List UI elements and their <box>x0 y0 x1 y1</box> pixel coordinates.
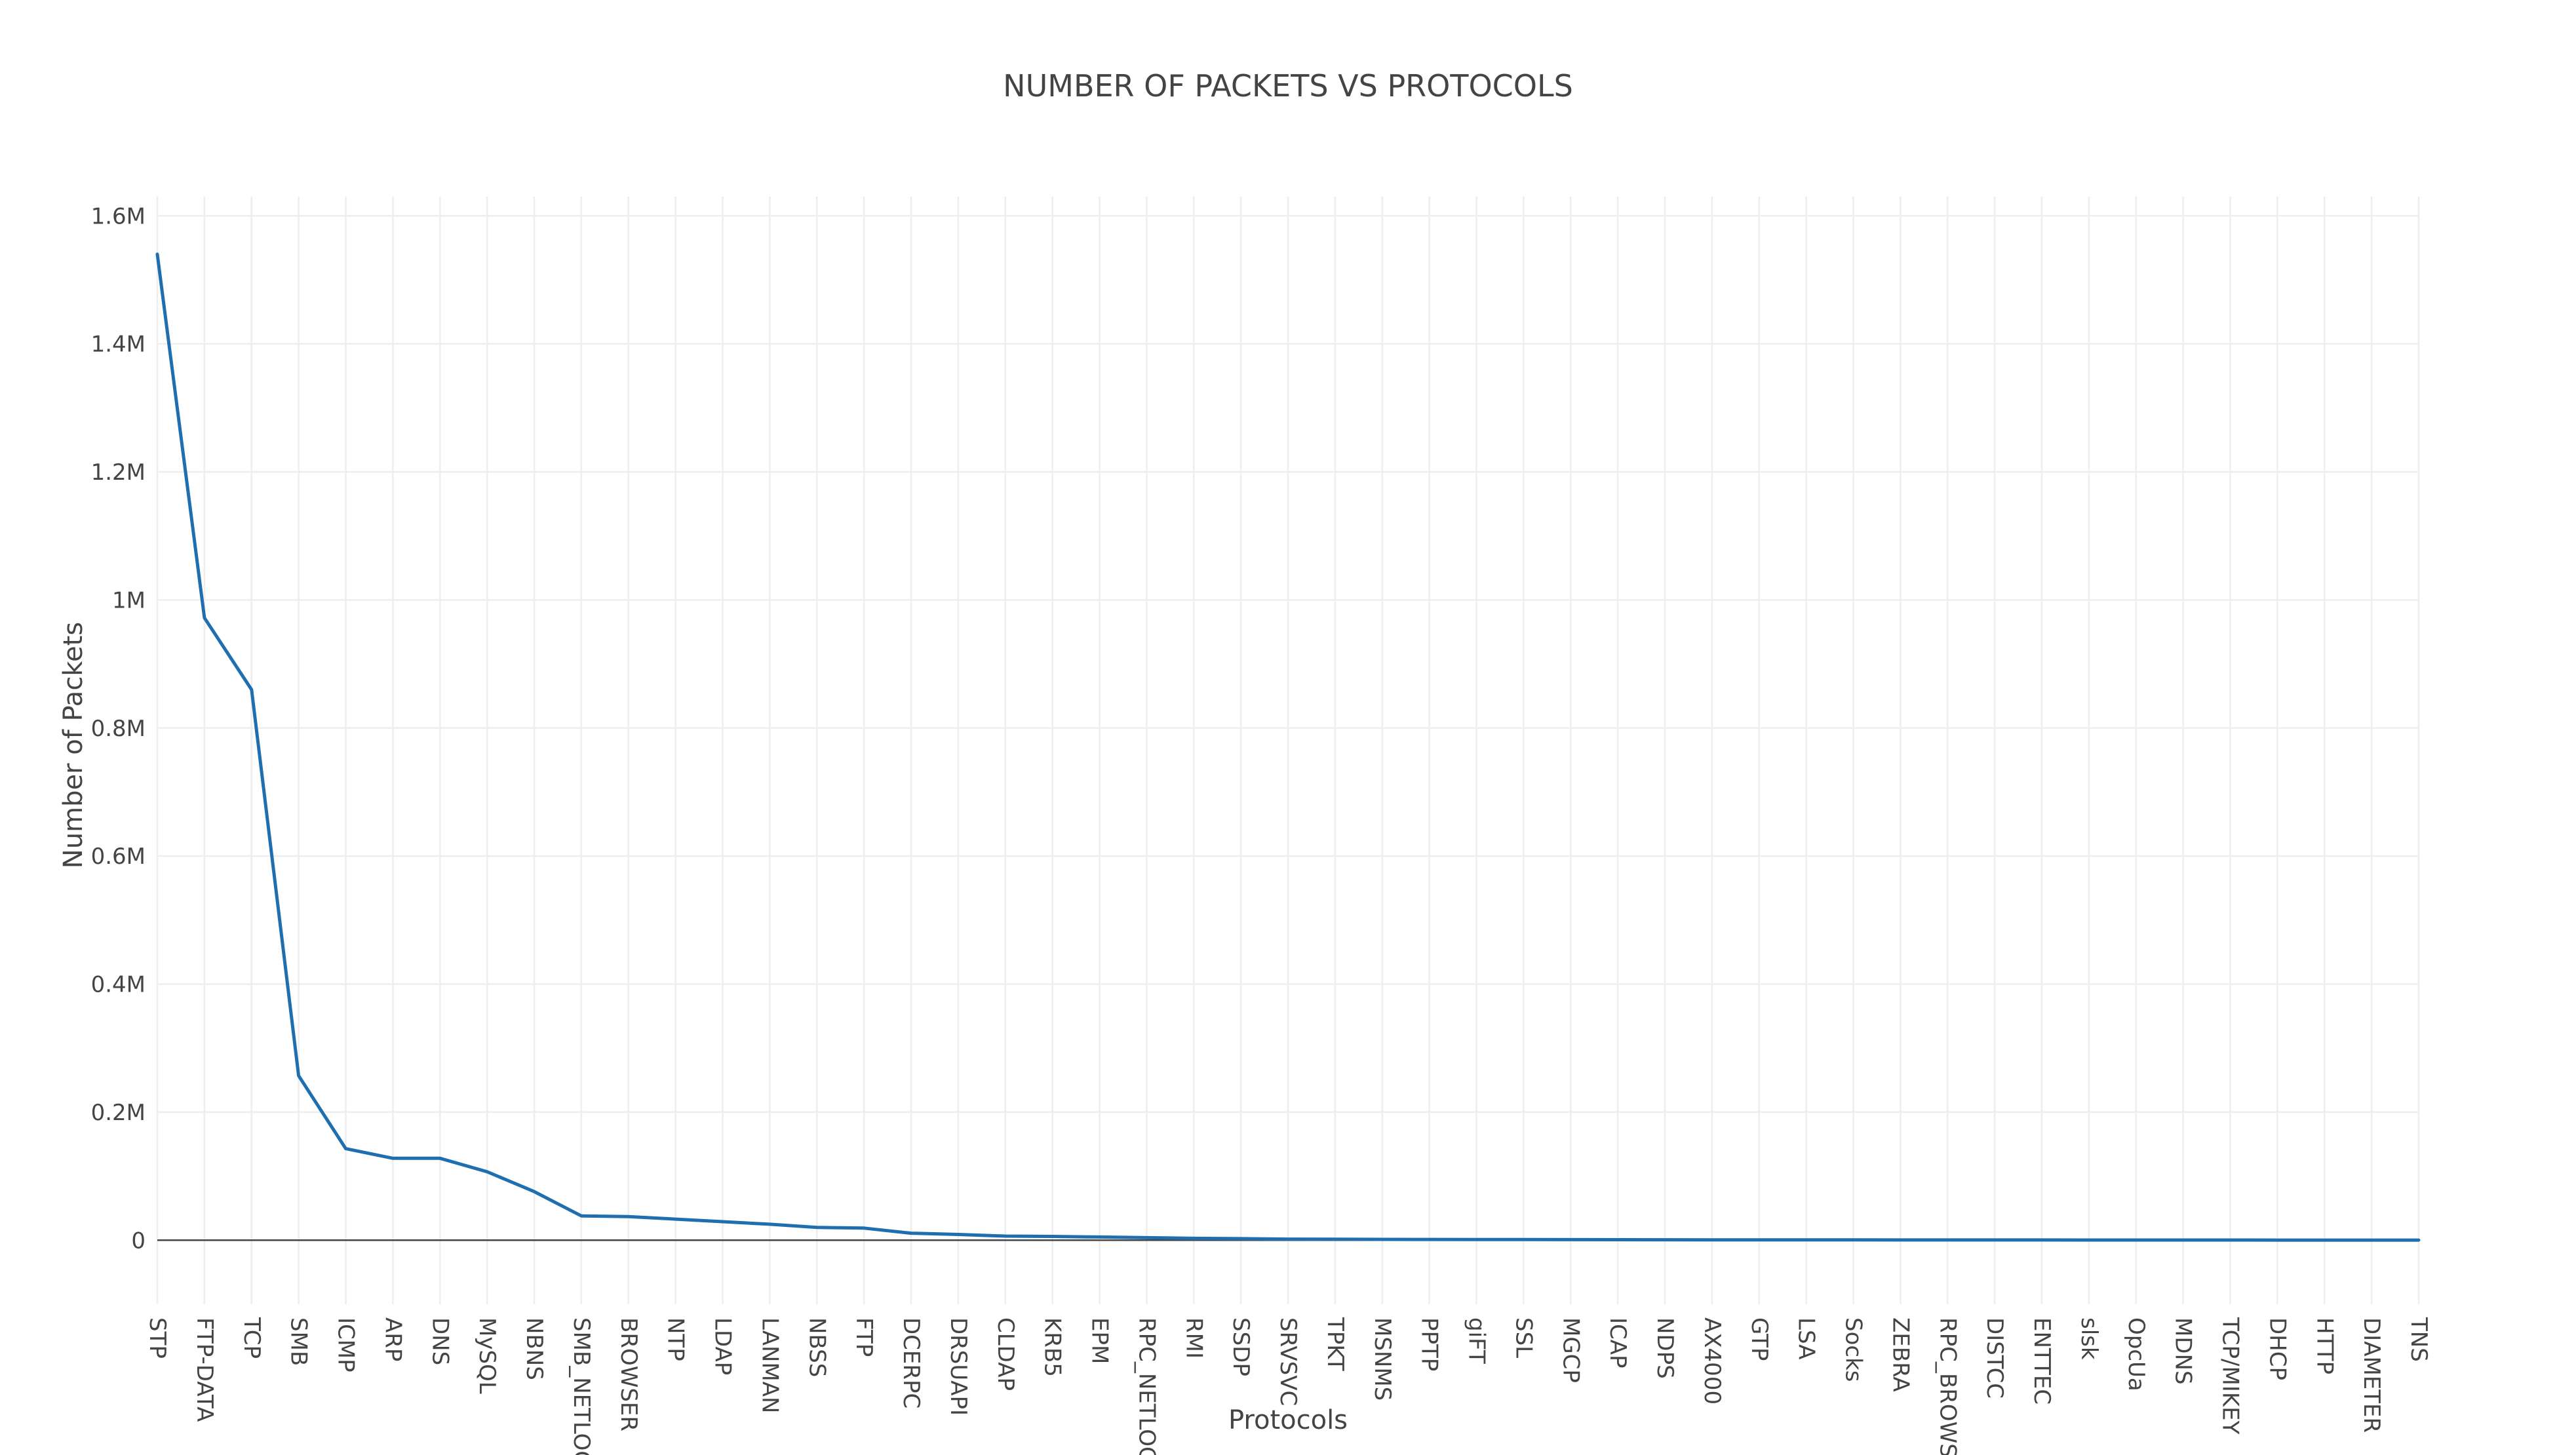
x-tick-label: FTP-DATA <box>191 1317 218 1422</box>
x-tick-label: giFT <box>1464 1317 1490 1364</box>
y-tick-label: 0.2M <box>91 1100 146 1126</box>
x-tick-label: BROWSER <box>615 1317 642 1431</box>
x-tick-label: CLDAP <box>992 1317 1019 1391</box>
x-tick-label: DHCP <box>2264 1317 2290 1380</box>
x-tick-label: DIAMETER <box>2358 1317 2385 1433</box>
x-tick-label: DNS <box>427 1317 453 1365</box>
y-tick-label: 1.6M <box>91 203 146 229</box>
x-tick-label: NBSS <box>804 1317 830 1377</box>
x-tick-label: ICMP <box>333 1317 359 1372</box>
x-tick-label: DCERPC <box>898 1317 924 1408</box>
x-tick-label: LDAP <box>710 1317 736 1375</box>
y-tick-label: 0.4M <box>91 972 146 998</box>
y-tick-label: 1.2M <box>91 459 146 486</box>
x-tick-label: SMB_NETLOGON <box>568 1317 595 1455</box>
x-tick-label: TCP/MIKEY <box>2217 1317 2244 1435</box>
x-tick-label: KRB5 <box>1040 1317 1066 1377</box>
x-tick-label: Socks <box>1841 1317 1867 1382</box>
x-tick-label: LSA <box>1793 1317 1820 1359</box>
x-tick-label: HTTP <box>2311 1317 2337 1374</box>
x-tick-label: GTP <box>1746 1317 1772 1361</box>
x-tick-label: NBNS <box>521 1317 547 1380</box>
y-axis-title: Number of Packets <box>58 622 88 868</box>
y-tick-label: 0 <box>131 1228 146 1254</box>
x-axis-ticks: STP FTP-DATA TCP SMB ICMP ARP DNS MySQL NBNS SMB_… <box>144 1317 2432 1455</box>
x-tick-label: ZEBRA <box>1887 1317 1913 1392</box>
x-tick-label: TPKT <box>1322 1317 1348 1371</box>
x-tick-label: LANMAN <box>756 1317 783 1413</box>
x-tick-label: RPC_BROWSER <box>1934 1317 1961 1455</box>
x-tick-label: DISTCC <box>1981 1317 2008 1399</box>
x-tick-label: ICAP <box>1605 1317 1631 1368</box>
x-tick-label: STP <box>144 1317 170 1359</box>
x-tick-label: NDPS <box>1652 1317 1678 1379</box>
x-tick-label: slsk <box>2076 1317 2102 1360</box>
x-tick-label: FTP <box>851 1317 877 1357</box>
y-axis-ticks: 0 0.2M 0.4M 0.6M 0.8M 1M 1.2M 1.4M 1.6M <box>91 203 146 1254</box>
x-tick-label: SMB <box>286 1317 312 1366</box>
x-tick-label: MSNMS <box>1369 1317 1395 1401</box>
x-tick-label: SSDP <box>1228 1317 1254 1376</box>
x-tick-label: DRSUAPI <box>945 1317 971 1416</box>
x-tick-label: RPC_NETLOGON <box>1133 1317 1160 1455</box>
x-tick-label: RMI <box>1181 1317 1207 1359</box>
x-tick-label: EPM <box>1087 1317 1113 1364</box>
x-tick-label: TCP <box>239 1317 265 1359</box>
x-tick-label: MGCP <box>1557 1317 1584 1383</box>
x-tick-label: MDNS <box>2170 1317 2196 1385</box>
x-tick-label: SSL <box>1510 1317 1536 1358</box>
series-line <box>155 252 2421 1242</box>
x-tick-label: TNS <box>2406 1317 2432 1362</box>
y-tick-label: 1.4M <box>91 332 146 358</box>
x-tick-label: SRVSVC <box>1275 1317 1301 1406</box>
series-layer <box>155 252 2421 1242</box>
x-tick-label: ARP <box>380 1317 406 1361</box>
x-tick-label: PPTP <box>1416 1317 1443 1371</box>
y-tick-label: 0.8M <box>91 716 146 742</box>
x-tick-label: OpcUa <box>2123 1317 2149 1391</box>
y-tick-label: 1M <box>112 587 146 613</box>
chart-title: NUMBER OF PACKETS VS PROTOCOLS <box>1003 68 1573 104</box>
x-tick-label: ENTTEC <box>2029 1317 2055 1405</box>
y-tick-label: 0.6M <box>91 844 146 870</box>
x-tick-label: MySQL <box>474 1317 500 1394</box>
grid-lines <box>156 197 2420 1304</box>
x-tick-label: AX4000 <box>1699 1317 1725 1405</box>
x-axis-title: Protocols <box>1228 1405 1348 1435</box>
x-tick-label: NTP <box>663 1317 689 1361</box>
